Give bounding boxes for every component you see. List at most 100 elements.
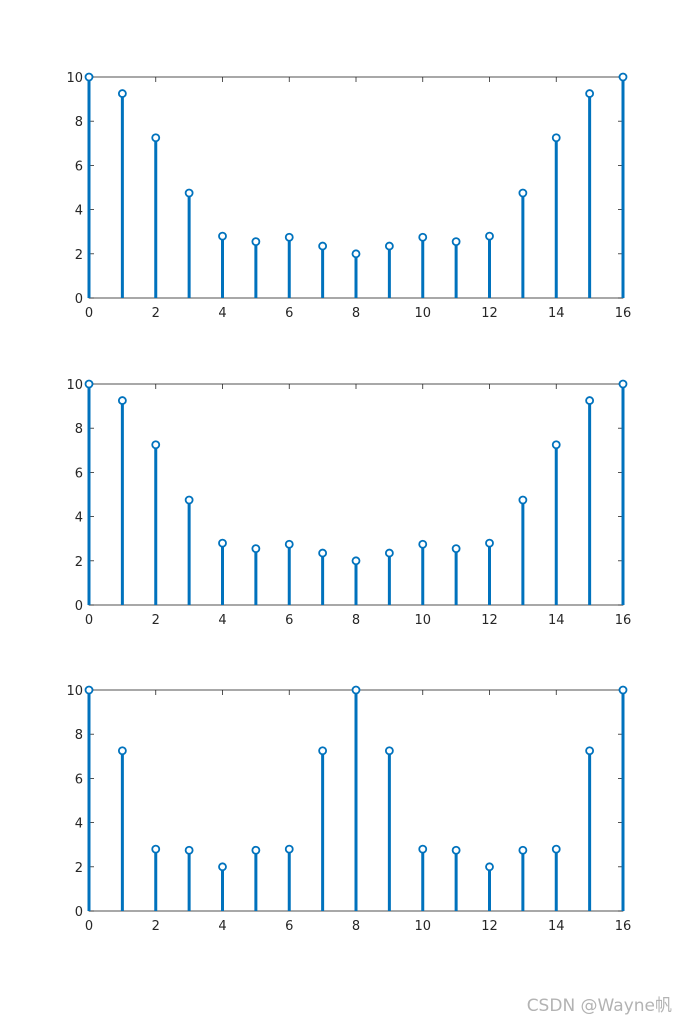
subplot-2: 0 2 4 6 8 10 12 14 16 0 2 4 6 8 10 <box>66 378 631 628</box>
x-tick-label: 10 <box>414 919 431 934</box>
stem-marker <box>618 685 628 695</box>
stem-marker <box>618 379 628 389</box>
y-tick-label: 10 <box>66 684 83 699</box>
stem-marker <box>351 685 361 695</box>
y-tick-label: 2 <box>75 248 83 263</box>
y-tick-label: 6 <box>75 159 83 174</box>
y-tick-label: 6 <box>75 466 83 481</box>
stem-marker <box>84 72 94 82</box>
x-tick-label: 16 <box>615 306 632 321</box>
stem-marker <box>518 495 528 505</box>
stem-marker <box>218 862 227 872</box>
y-tick-label: 10 <box>66 71 83 86</box>
x-tick-label: 2 <box>152 613 160 628</box>
x-tick-label: 8 <box>352 613 360 628</box>
x-tick-label: 16 <box>615 613 632 628</box>
y-tick-label: 0 <box>75 599 83 614</box>
stem-marker <box>485 862 494 872</box>
stem-marker <box>518 845 528 855</box>
stem-marker <box>84 685 94 695</box>
y-tick-label: 0 <box>75 292 83 307</box>
y-tick-label: 8 <box>75 728 83 743</box>
x-tick-label: 14 <box>548 919 565 934</box>
stem-marker <box>451 237 461 247</box>
x-tick-label: 0 <box>85 919 93 934</box>
y-tick-label: 4 <box>75 511 83 526</box>
stem-marker <box>117 89 127 98</box>
stem-marker <box>384 548 394 558</box>
x-tick-label: 0 <box>85 613 93 628</box>
y-tick-label: 2 <box>75 861 83 876</box>
stem-marker <box>184 495 194 505</box>
stem-marker <box>351 556 361 566</box>
x-tick-label: 10 <box>414 613 431 628</box>
y-tick-label: 6 <box>75 772 83 787</box>
stem-marker <box>585 396 595 405</box>
y-tick-label: 0 <box>75 905 83 920</box>
stem-marker <box>151 440 161 450</box>
watermark: CSDN @Wayne帆 <box>526 996 672 1016</box>
stem-marker <box>551 440 561 450</box>
x-tick-label: 14 <box>548 306 565 321</box>
stem-marker <box>384 746 394 756</box>
y-tick-label: 2 <box>75 555 83 570</box>
stem-marker <box>284 844 294 854</box>
stem-marker <box>84 379 94 389</box>
stem-marker <box>618 72 628 82</box>
stem-marker <box>351 249 361 259</box>
x-tick-label: 8 <box>352 919 360 934</box>
stem-marker <box>251 845 261 855</box>
stem-marker <box>251 544 261 554</box>
stem-marker <box>418 539 428 549</box>
x-tick-label: 2 <box>152 919 160 934</box>
x-tick-label: 6 <box>285 613 293 628</box>
x-tick-label: 14 <box>548 613 565 628</box>
stem-marker <box>585 746 595 756</box>
stem-marker <box>384 241 394 251</box>
x-tick-label: 12 <box>481 306 498 321</box>
stem-marker <box>585 89 595 98</box>
stem-marker <box>418 844 428 854</box>
stem-marker <box>284 232 294 242</box>
x-tick-label: 8 <box>352 306 360 321</box>
y-tick-label: 4 <box>75 817 83 832</box>
x-tick-label: 4 <box>218 306 226 321</box>
stem-marker <box>451 845 461 855</box>
x-tick-label: 6 <box>285 306 293 321</box>
stem-marker <box>318 548 328 558</box>
stem-marker <box>184 845 194 855</box>
y-tick-label: 8 <box>75 422 83 437</box>
stem-marker <box>251 237 261 247</box>
subplot-1: 0 2 4 6 8 10 12 14 16 0 2 4 6 8 10 <box>66 71 631 321</box>
x-tick-label: 4 <box>218 613 226 628</box>
stem-marker <box>518 188 528 198</box>
stem-marker <box>151 844 161 854</box>
x-tick-label: 16 <box>615 919 632 934</box>
y-tick-label: 4 <box>75 204 83 219</box>
y-tick-label: 10 <box>66 378 83 393</box>
stem-marker <box>451 544 461 554</box>
stem-marker <box>117 746 127 756</box>
stem-marker <box>151 133 161 143</box>
stem-marker <box>284 539 294 549</box>
y-tick-label: 8 <box>75 115 83 130</box>
x-tick-label: 4 <box>218 919 226 934</box>
x-tick-label: 10 <box>414 306 431 321</box>
x-tick-label: 0 <box>85 306 93 321</box>
x-tick-label: 12 <box>481 919 498 934</box>
subplot-3: 0 2 4 6 8 10 12 14 16 0 2 4 6 8 10 <box>66 684 631 934</box>
stem-marker <box>318 241 328 251</box>
stem-marker <box>218 231 227 241</box>
stem-marker <box>318 746 328 756</box>
stem-marker <box>418 232 428 242</box>
x-tick-label: 2 <box>152 306 160 321</box>
stem-marker <box>485 538 494 548</box>
x-tick-label: 12 <box>481 613 498 628</box>
stem-marker <box>485 231 494 241</box>
stem-marker <box>551 133 561 143</box>
stem-marker <box>218 538 227 548</box>
x-tick-label: 6 <box>285 919 293 934</box>
stem-marker <box>117 396 127 405</box>
stem-marker <box>551 844 561 854</box>
